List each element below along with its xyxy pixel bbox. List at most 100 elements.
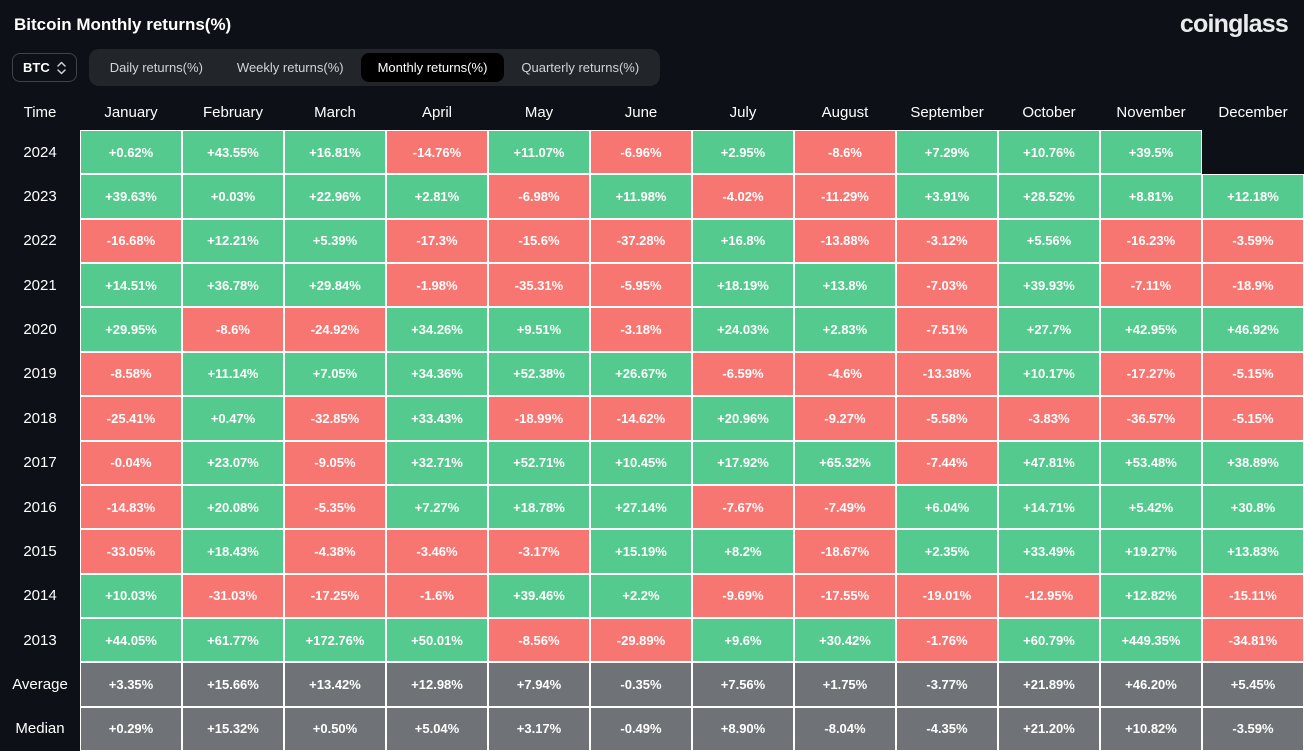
- return-cell: +60.79%: [998, 617, 1100, 663]
- return-cell: -4.38%: [284, 529, 386, 574]
- column-header-time: Time: [23, 103, 57, 121]
- return-cell: +30.8%: [1202, 484, 1304, 530]
- return-cell: +5.39%: [284, 218, 386, 264]
- return-cell: +7.56%: [692, 662, 794, 707]
- row-label-2018: 2018: [23, 409, 57, 427]
- return-cell: +26.67%: [590, 351, 692, 397]
- return-cell: +42.95%: [1100, 307, 1202, 352]
- return-cell: +27.7%: [998, 307, 1100, 352]
- return-cell: +10.03%: [80, 573, 182, 618]
- return-cell: -24.92%: [284, 307, 386, 352]
- return-cell: -1.76%: [896, 617, 998, 663]
- return-cell: -15.6%: [488, 218, 590, 264]
- return-cell: +52.71%: [488, 440, 590, 485]
- return-cell: +39.93%: [998, 263, 1100, 308]
- updown-arrows-icon: [56, 61, 66, 74]
- return-cell: -6.59%: [692, 351, 794, 397]
- return-cell: +5.56%: [998, 218, 1100, 264]
- return-cell: +11.14%: [182, 351, 284, 397]
- coin-selector[interactable]: BTC: [12, 53, 77, 82]
- column-header-january: January: [104, 103, 158, 121]
- return-cell: +39.5%: [1100, 130, 1202, 175]
- return-cell: -8.6%: [794, 130, 896, 175]
- return-cell: +5.45%: [1202, 662, 1304, 707]
- return-cell: -3.46%: [386, 529, 488, 574]
- return-cell: -5.58%: [896, 396, 998, 441]
- return-cell: -0.04%: [80, 440, 182, 485]
- return-cell: -1.6%: [386, 573, 488, 618]
- return-cell: -16.68%: [80, 218, 182, 264]
- return-cell: +6.04%: [896, 484, 998, 530]
- return-cell: +21.20%: [998, 706, 1100, 751]
- column-header-april: April: [421, 103, 452, 121]
- tab-daily-returns[interactable]: Daily returns(%): [109, 60, 203, 75]
- return-cell: -3.17%: [488, 529, 590, 574]
- return-cell: -31.03%: [182, 573, 284, 618]
- return-cell: -7.49%: [794, 484, 896, 530]
- return-cell: +10.17%: [998, 351, 1100, 397]
- return-cell: -14.83%: [80, 484, 182, 530]
- controls-row: BTC Daily returns(%) Weekly returns(%) Mon…: [0, 45, 1304, 94]
- return-cell: -0.35%: [590, 662, 692, 707]
- return-cell: +46.20%: [1100, 662, 1202, 707]
- return-cell: +34.26%: [386, 307, 488, 352]
- row-label-2020: 2020: [23, 321, 57, 339]
- row-label-2015: 2015: [23, 542, 57, 560]
- return-cell: +19.27%: [1100, 529, 1202, 574]
- tab-quarterly-returns[interactable]: Quarterly returns(%): [521, 60, 640, 75]
- return-cell: +16.8%: [692, 218, 794, 264]
- return-cell: -0.49%: [590, 706, 692, 751]
- return-cell: -3.77%: [896, 662, 998, 707]
- return-cell: +44.05%: [80, 617, 182, 663]
- return-cell: +24.03%: [692, 307, 794, 352]
- column-header-december: December: [1218, 103, 1288, 121]
- return-cell: -3.18%: [590, 307, 692, 352]
- return-cell: -4.02%: [692, 174, 794, 219]
- row-label-average: Average: [12, 675, 68, 693]
- column-header-march: March: [314, 103, 356, 121]
- row-label-2014: 2014: [23, 587, 57, 605]
- return-cell: +3.17%: [488, 706, 590, 751]
- return-cell: +2.2%: [590, 573, 692, 618]
- return-cell: [1202, 130, 1304, 174]
- return-cell: +12.18%: [1202, 174, 1304, 219]
- return-cell: -18.99%: [488, 396, 590, 441]
- return-cell: +38.89%: [1202, 440, 1304, 485]
- return-cell: -6.96%: [590, 130, 692, 175]
- return-cell: -7.11%: [1100, 263, 1202, 308]
- return-cell: +10.76%: [998, 130, 1100, 175]
- return-cell: +3.91%: [896, 174, 998, 219]
- return-cell: +2.81%: [386, 174, 488, 219]
- column-header-september: September: [910, 103, 984, 121]
- return-cell: +1.75%: [794, 662, 896, 707]
- return-cell: -17.27%: [1100, 351, 1202, 397]
- return-cell: -5.15%: [1202, 351, 1304, 397]
- row-label-2023: 2023: [23, 188, 57, 206]
- return-cell: +21.89%: [998, 662, 1100, 707]
- tab-weekly-returns[interactable]: Weekly returns(%): [236, 60, 344, 75]
- page-title: Bitcoin Monthly returns(%): [14, 14, 232, 34]
- return-cell: -6.98%: [488, 174, 590, 219]
- return-cell: -9.27%: [794, 396, 896, 441]
- tab-monthly-returns[interactable]: Monthly returns(%): [360, 53, 505, 82]
- coinglass-logo[interactable]: coinglass: [1179, 10, 1289, 38]
- return-cell: +29.84%: [284, 263, 386, 308]
- return-cell: -5.35%: [284, 484, 386, 530]
- return-cell: +23.07%: [182, 440, 284, 485]
- return-cell: -35.31%: [488, 263, 590, 308]
- return-cell: -37.28%: [590, 218, 692, 264]
- return-cell: +30.42%: [794, 617, 896, 663]
- return-cell: +28.52%: [998, 174, 1100, 219]
- return-cell: +7.05%: [284, 351, 386, 397]
- return-cell: -3.59%: [1202, 706, 1304, 751]
- return-cell: +10.82%: [1100, 706, 1202, 751]
- return-cell: +34.36%: [386, 351, 488, 397]
- return-cell: +2.35%: [896, 529, 998, 574]
- return-cell: -17.25%: [284, 573, 386, 618]
- return-cell: +5.42%: [1100, 484, 1202, 530]
- return-cell: +12.98%: [386, 662, 488, 707]
- return-cell: +33.43%: [386, 396, 488, 441]
- row-label-2024: 2024: [23, 143, 57, 161]
- return-cell: -7.03%: [896, 263, 998, 308]
- return-cell: +10.45%: [590, 440, 692, 485]
